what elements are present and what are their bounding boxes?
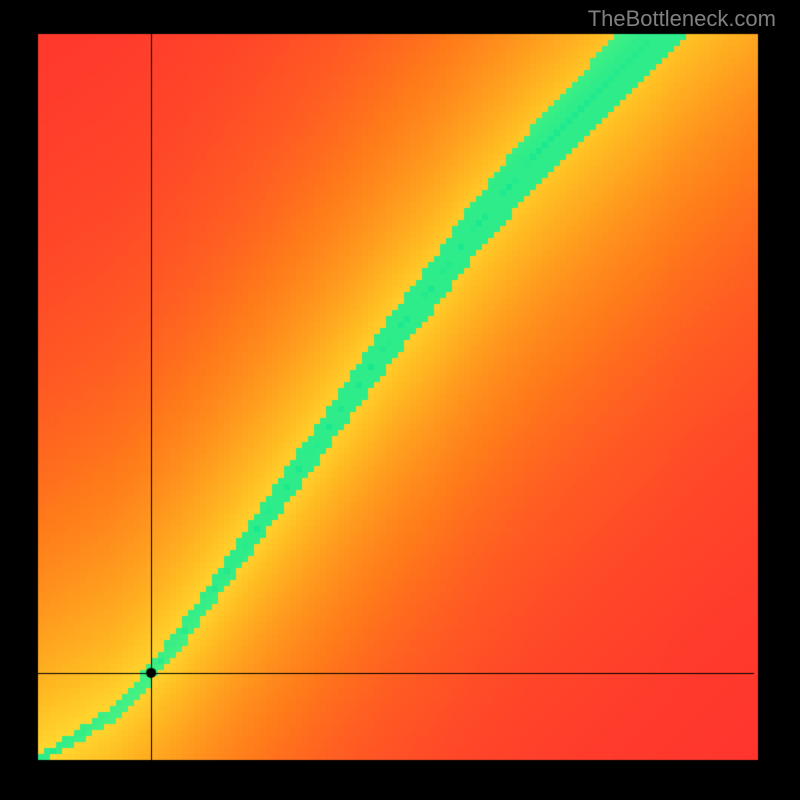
heatmap-canvas xyxy=(0,0,800,800)
watermark-text: TheBottleneck.com xyxy=(588,6,776,32)
chart-container: TheBottleneck.com xyxy=(0,0,800,800)
